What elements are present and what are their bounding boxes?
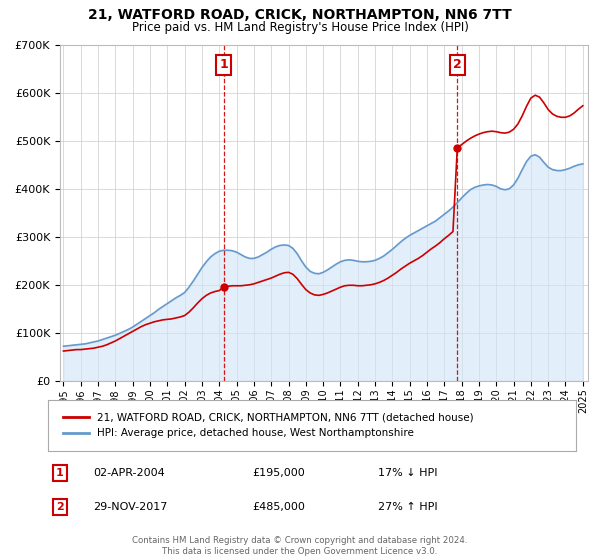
Text: 17% ↓ HPI: 17% ↓ HPI [378,468,437,478]
Text: £485,000: £485,000 [252,502,305,512]
Text: 02-APR-2004: 02-APR-2004 [93,468,165,478]
Text: Price paid vs. HM Land Registry's House Price Index (HPI): Price paid vs. HM Land Registry's House … [131,21,469,34]
Text: 2: 2 [453,58,461,72]
Legend: 21, WATFORD ROAD, CRICK, NORTHAMPTON, NN6 7TT (detached house), HPI: Average pri: 21, WATFORD ROAD, CRICK, NORTHAMPTON, NN… [58,409,478,442]
Text: 2: 2 [56,502,64,512]
Text: 29-NOV-2017: 29-NOV-2017 [93,502,167,512]
Text: 1: 1 [219,58,228,72]
Text: 21, WATFORD ROAD, CRICK, NORTHAMPTON, NN6 7TT: 21, WATFORD ROAD, CRICK, NORTHAMPTON, NN… [88,8,512,22]
Text: Contains HM Land Registry data © Crown copyright and database right 2024.
This d: Contains HM Land Registry data © Crown c… [132,536,468,556]
Text: 27% ↑ HPI: 27% ↑ HPI [378,502,437,512]
Text: £195,000: £195,000 [252,468,305,478]
Text: 1: 1 [56,468,64,478]
